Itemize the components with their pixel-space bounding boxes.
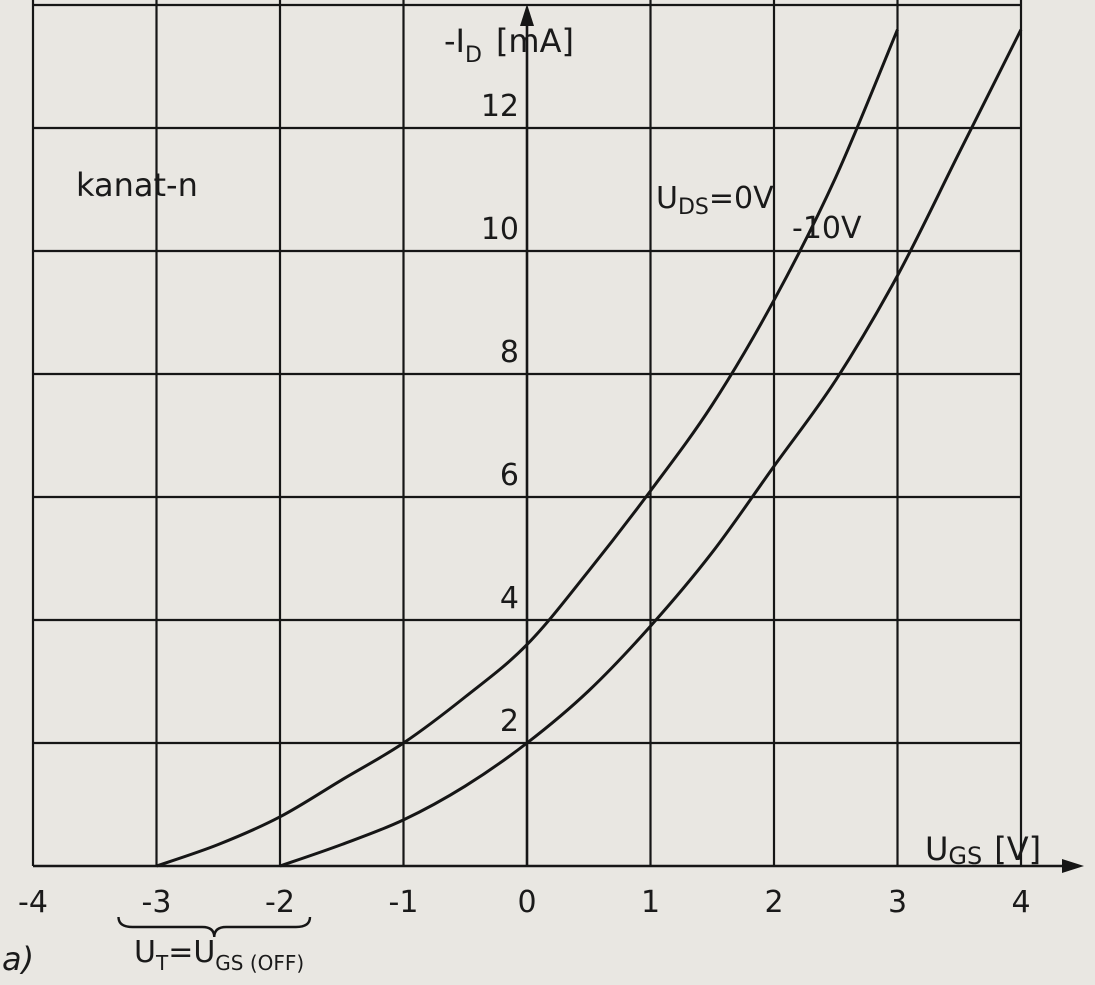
series-label-uds-minus-10v: -10V	[792, 211, 862, 246]
series-line-uds-0v	[156, 29, 899, 868]
axes	[33, 4, 1084, 873]
y-tick-label: 12	[481, 89, 519, 124]
x-tick-label: -4	[18, 885, 48, 920]
y-tick-label: 6	[500, 458, 519, 493]
x-tick-label: 1	[641, 885, 660, 920]
x-tick-label: 4	[1011, 885, 1030, 920]
x-tick-label: 3	[888, 885, 907, 920]
y-tick-label: 2	[500, 704, 519, 739]
x-axis-arrow	[1062, 859, 1084, 873]
x-tick-label: -1	[389, 885, 419, 920]
x-tick-label: 2	[764, 885, 783, 920]
series-line-uds-minus-10v	[279, 28, 1023, 868]
y-tick-label: 4	[500, 581, 519, 616]
x-tick-label: -2	[265, 885, 295, 920]
panel-label: a)	[2, 940, 34, 978]
y-axis-label: -ID [mA]	[444, 22, 574, 68]
x-tick-label: 0	[517, 885, 536, 920]
series-label-uds-0v: UDS=0V	[656, 181, 774, 220]
y-axis-arrow	[520, 4, 534, 26]
series-lines	[156, 28, 1023, 868]
region-label-kanat-n: kanat-n	[76, 166, 198, 204]
threshold-bracket	[117, 916, 312, 938]
threshold-label: UT=UGS (OFF)	[134, 935, 304, 975]
y-tick-label: 10	[481, 212, 519, 247]
x-axis-label: UGS [V]	[925, 830, 1041, 870]
x-tick-label: -3	[142, 885, 172, 920]
y-tick-label: 8	[500, 335, 519, 370]
